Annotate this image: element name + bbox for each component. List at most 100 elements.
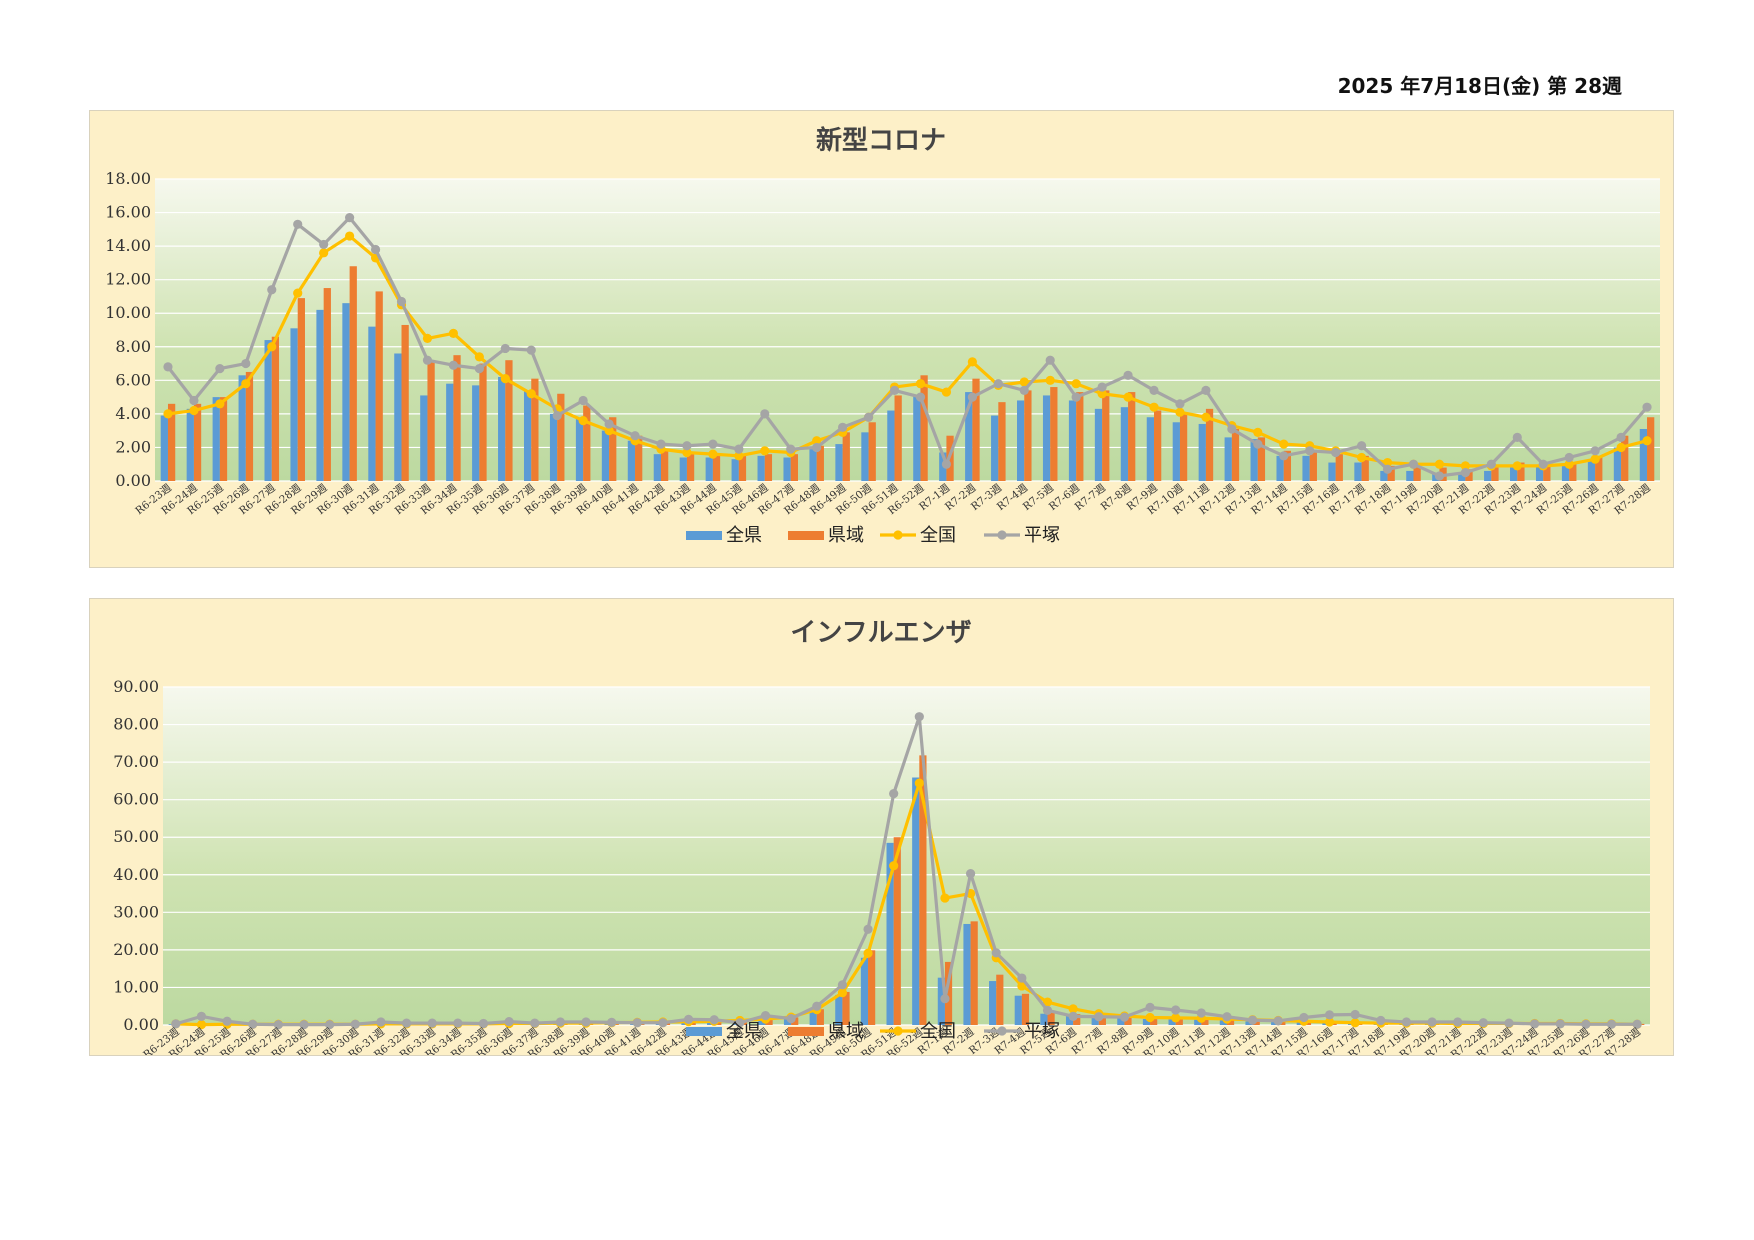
point-hiratsuka xyxy=(1642,402,1652,412)
y-tick-label: 0.00 xyxy=(123,1015,159,1034)
bar-prefecture-region xyxy=(1150,1017,1158,1025)
point-hiratsuka xyxy=(401,1018,412,1028)
influenza-chart: インフルエンザ 0.00 10.00 20.00 30.00 40.00 50.00 60.0… xyxy=(113,618,1650,1055)
legend-item-prefecture-region: 県域 xyxy=(788,525,864,546)
point-hiratsuka xyxy=(1045,355,1055,365)
y-tick-label: 14.00 xyxy=(105,236,151,255)
point-hiratsuka xyxy=(734,444,744,454)
legend-item-nationwide: 全国 xyxy=(880,1021,956,1042)
point-hiratsuka xyxy=(1350,1009,1360,1020)
bar-prefecture-region xyxy=(1491,467,1499,481)
point-hiratsuka xyxy=(1530,1019,1540,1029)
point-nationwide xyxy=(196,1020,207,1030)
bar-prefecture-region xyxy=(323,288,331,481)
bar-prefecture-region xyxy=(920,375,928,481)
point-nationwide xyxy=(1350,1018,1360,1028)
bar-all-prefecture xyxy=(757,455,765,481)
legend-item-hiratsuka: 平塚 xyxy=(984,1021,1060,1042)
point-hiratsuka xyxy=(967,392,977,402)
point-nationwide xyxy=(863,948,873,958)
point-hiratsuka xyxy=(1606,1019,1617,1029)
legend-label: 平塚 xyxy=(1024,1021,1060,1042)
bar-prefecture-region xyxy=(1102,390,1110,481)
legend-label: 平塚 xyxy=(1024,525,1060,546)
point-nationwide xyxy=(1175,407,1185,417)
point-hiratsuka xyxy=(171,1019,181,1029)
bar-all-prefecture xyxy=(1142,1018,1151,1025)
bar-all-prefecture xyxy=(290,328,298,481)
bar-all-prefecture xyxy=(1406,470,1414,481)
bar-prefecture-region xyxy=(453,355,461,481)
legend-label: 県域 xyxy=(828,1021,864,1042)
point-hiratsuka xyxy=(1564,452,1574,463)
point-hiratsuka xyxy=(1222,1012,1232,1022)
point-hiratsuka xyxy=(915,392,926,402)
legend-marker xyxy=(997,530,1007,540)
point-hiratsuka xyxy=(474,363,484,374)
point-hiratsuka xyxy=(838,422,848,432)
bar-prefecture-region xyxy=(479,363,487,481)
bar-prefecture-region xyxy=(1205,408,1214,481)
point-hiratsuka xyxy=(578,395,588,406)
bar-all-prefecture xyxy=(1194,1019,1202,1025)
bar-prefecture-region xyxy=(1179,413,1188,481)
y-tick-label: 70.00 xyxy=(113,752,159,771)
bar-prefecture-region xyxy=(842,991,850,1025)
point-hiratsuka xyxy=(683,1014,694,1024)
legend-item-all-prefecture: 全県 xyxy=(686,1021,762,1042)
bar-all-prefecture xyxy=(758,1020,766,1025)
bar-all-prefecture xyxy=(1328,462,1336,481)
bar-prefecture-region xyxy=(1569,462,1577,481)
point-nationwide xyxy=(241,379,251,389)
bar-all-prefecture xyxy=(316,309,324,481)
point-hiratsuka xyxy=(630,431,640,441)
bar-prefecture-region xyxy=(1309,452,1317,481)
point-nationwide xyxy=(1042,997,1053,1007)
bar-all-prefecture xyxy=(264,340,272,481)
point-hiratsuka xyxy=(1616,432,1626,442)
point-hiratsuka xyxy=(293,219,303,229)
point-nationwide xyxy=(1097,389,1107,399)
bar-all-prefecture xyxy=(912,777,920,1025)
bar-prefecture-region xyxy=(1517,462,1525,481)
point-nationwide xyxy=(422,333,433,343)
point-hiratsuka xyxy=(345,212,355,223)
bar-prefecture-region xyxy=(349,266,357,481)
bar-prefecture-region xyxy=(1595,455,1603,481)
point-hiratsuka xyxy=(299,1020,309,1030)
point-nationwide xyxy=(1071,379,1081,389)
bar-prefecture-region xyxy=(219,397,228,481)
point-hiratsuka xyxy=(1401,1017,1412,1027)
point-nationwide xyxy=(578,416,588,426)
bar-all-prefecture xyxy=(1561,464,1570,481)
point-hiratsuka xyxy=(1555,1019,1565,1029)
point-hiratsuka xyxy=(500,343,510,354)
bar-prefecture-region xyxy=(1361,455,1369,481)
point-hiratsuka xyxy=(422,355,433,365)
point-hiratsuka xyxy=(889,789,899,799)
point-nationwide xyxy=(941,387,952,397)
point-hiratsuka xyxy=(273,1020,283,1030)
legend-label: 全国 xyxy=(920,525,956,546)
bar-all-prefecture xyxy=(1458,474,1466,481)
point-hiratsuka xyxy=(1512,432,1522,442)
bar-prefecture-region xyxy=(1413,465,1421,481)
covid-chart: 新型コロナ 0.00 2.00 4.00 6.00 8.00 10.00 12.00 14.00… xyxy=(105,125,1660,546)
bar-all-prefecture xyxy=(1014,995,1022,1025)
point-hiratsuka xyxy=(325,1020,335,1030)
covid-chart-panel: 新型コロナ 0.00 2.00 4.00 6.00 8.00 10.00 12.00 14.00… xyxy=(89,110,1674,568)
bar-prefecture-region xyxy=(1283,450,1292,481)
point-hiratsuka xyxy=(319,239,329,250)
point-nationwide xyxy=(889,861,899,871)
bar-prefecture-region xyxy=(868,950,876,1025)
y-tick-label: 6.00 xyxy=(115,370,151,389)
bar-all-prefecture xyxy=(368,326,376,481)
point-hiratsuka xyxy=(396,296,407,307)
y-tick-label: 16.00 xyxy=(105,203,151,222)
bar-prefecture-region xyxy=(919,755,927,1025)
point-hiratsuka xyxy=(604,419,614,429)
bar-all-prefecture xyxy=(809,1012,817,1025)
bar-all-prefecture xyxy=(731,459,739,481)
bar-prefecture-region xyxy=(1175,1018,1183,1025)
point-nationwide xyxy=(1356,452,1367,463)
